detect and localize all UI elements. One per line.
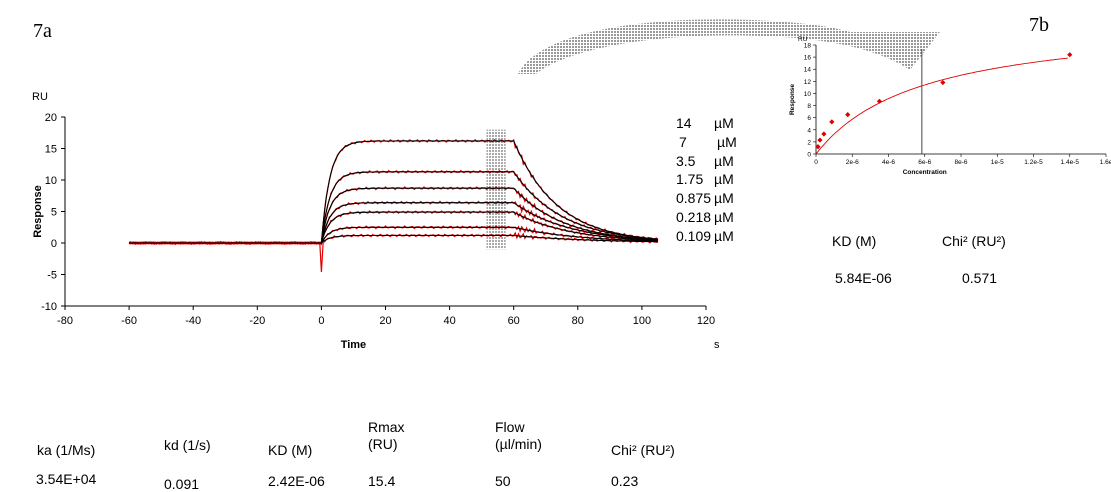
kinetics-chi2-value: 0.23 <box>611 473 639 489</box>
affinity-data-point <box>876 98 883 104</box>
affinity-x-tick-label: 1.6e <box>1100 159 1111 166</box>
y-axis-title: Response <box>32 185 44 238</box>
kinetics-KD-value: 2.42E-06 <box>268 473 325 489</box>
x-tick-label: -40 <box>185 315 201 327</box>
affinity-y-tick-label: 14 <box>804 67 812 74</box>
affinity-x-tick-label: 1.2e-5 <box>1024 159 1043 166</box>
affinity-y-tick-label: 0 <box>807 152 811 159</box>
kinetics-chi2-header: Chi² (RU²) <box>611 442 675 458</box>
kinetics-ka-value: 3.54E+04 <box>36 471 97 487</box>
concentration-unit: µM <box>714 171 734 188</box>
unit-label: RU <box>32 91 48 103</box>
concentration-value: 0.218 <box>676 209 712 225</box>
affinity-y-tick-label: 2 <box>807 139 811 146</box>
affinity-y-tick-label: 8 <box>807 103 811 110</box>
concentration-value: 7 <box>679 133 687 150</box>
shaded-region <box>486 129 506 250</box>
affinity-data-point <box>1067 52 1073 58</box>
affinity-data-point <box>845 112 851 118</box>
concentration-unit: µM <box>717 133 737 150</box>
x-tick-label: 40 <box>443 315 455 327</box>
affinity-x-tick-label: 6e-6 <box>918 159 931 166</box>
concentration-unit: µM <box>714 227 734 244</box>
kinetics-rmax-header: Rmax (RU) <box>368 419 405 452</box>
concentration-unit: µM <box>714 190 734 207</box>
kinetics-kd-header: kd (1/s) <box>164 437 211 453</box>
concentration-value: 3.5 <box>676 152 696 169</box>
x-tick-label: 80 <box>572 315 584 327</box>
affinity-y-tick-label: 10 <box>804 91 812 98</box>
affinity-data-point <box>817 137 823 143</box>
affinity-fit-curve <box>815 57 1068 155</box>
affinity-x-axis-title: Concentration <box>903 169 947 176</box>
affinity-y-tick-label: 6 <box>807 115 811 122</box>
affinity-y-tick-label: 18 <box>804 43 812 50</box>
y-tick-label: 20 <box>45 112 57 124</box>
kinetics-KD-header: KD (M) <box>268 442 313 458</box>
affinity-data-point <box>829 119 835 125</box>
affinity-y-tick-label: 16 <box>804 55 812 62</box>
fit-curve-6 <box>129 234 658 244</box>
affinity-y-axis-title: Response <box>789 84 796 115</box>
x-tick-label: -20 <box>249 315 265 327</box>
kinetics-ka-header: ka (1/Ms) <box>37 442 96 458</box>
callout-shape <box>518 19 940 74</box>
y-tick-label: 5 <box>51 207 57 219</box>
y-tick-label: -10 <box>41 301 57 313</box>
concentration-value: 0.875 <box>676 190 712 207</box>
affinity-unit-label: RU <box>798 36 808 43</box>
y-tick-label: -5 <box>47 270 57 282</box>
panel-b-label: 7b <box>1029 14 1049 36</box>
affinity-data-point <box>821 131 827 137</box>
concentration-unit: µM <box>714 152 734 169</box>
x-tick-label: 100 <box>633 315 651 327</box>
affinity-x-tick-label: 2e-6 <box>846 159 859 166</box>
affinity-x-tick-label: 1e-5 <box>991 159 1004 166</box>
steady-state-chi2-value: 0.571 <box>962 270 998 286</box>
x-tick-label: -60 <box>121 315 137 327</box>
x-axis-title: Time <box>341 339 366 351</box>
kinetics-kd-value: 0.091 <box>164 476 200 492</box>
concentration-label: 14 µM <box>676 115 734 131</box>
y-tick-label: 15 <box>45 144 57 156</box>
steady-state-kd-header: KD (M) <box>832 233 877 249</box>
x-tick-label: -80 <box>57 315 73 327</box>
steady-state-kd-value: 5.84E-06 <box>835 270 892 286</box>
concentration-unit: µM <box>714 209 734 225</box>
panel-a-label: 7a <box>33 20 52 42</box>
affinity-data-point <box>940 79 946 86</box>
affinity-chart: 0 2 4 6 8 10 12 14 16 18 0 2e-6 4e-6 6e-6 8e-6 1e-5 1.2e… <box>789 36 1111 176</box>
injection-spike <box>319 239 324 273</box>
affinity-x-tick-label: 0 <box>814 159 818 166</box>
y-tick-label: 10 <box>45 175 57 187</box>
concentration-label: 1.75 µM <box>676 171 734 187</box>
x-tick-label: 120 <box>697 315 715 327</box>
concentration-label: 3.5 µM <box>676 153 734 169</box>
concentration-value: 1.75 <box>676 171 704 188</box>
concentration-label: 0.218 µM <box>676 209 734 225</box>
affinity-x-tick-label: 1.4e-5 <box>1061 159 1080 166</box>
y-tick-label: 0 <box>51 238 57 250</box>
concentration-label: 7 µM <box>676 134 737 150</box>
steady-state-chi2-header: Chi² (RU²) <box>942 233 1006 249</box>
affinity-x-tick-label: 4e-6 <box>882 159 895 166</box>
sensorgram-chart: -10 -5 0 5 10 15 20 -80 -60 -40 -20 0 20 40 60 80 100 120… <box>32 91 720 351</box>
concentration-label: 0.109 µM <box>676 228 734 244</box>
affinity-y-tick-label: 12 <box>804 79 812 86</box>
x-tick-label: 20 <box>379 315 391 327</box>
concentration-value: 14 <box>676 115 692 131</box>
x-tick-label: 0 <box>318 315 324 327</box>
kinetics-rmax-value: 15.4 <box>368 473 396 489</box>
concentration-unit: µM <box>714 115 734 131</box>
data-curve-3 <box>128 200 659 246</box>
concentration-value: 0.109 <box>676 227 712 244</box>
kinetics-flow-header: Flow (µl/min) <box>495 419 542 452</box>
affinity-y-tick-label: 4 <box>807 127 811 134</box>
kinetics-flow-value: 50 <box>495 473 511 489</box>
concentration-label: 0.875 µM <box>676 190 734 206</box>
affinity-x-tick-label: 8e-6 <box>954 159 967 166</box>
x-axis-unit: s <box>714 339 720 351</box>
x-tick-label: 60 <box>508 315 520 327</box>
